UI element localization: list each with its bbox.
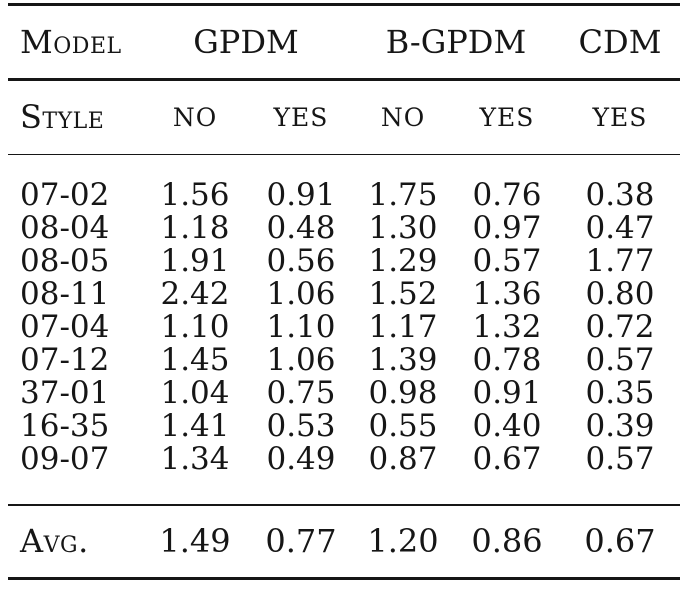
value-cell: 1.36 [472, 276, 542, 312]
value-cell: 0.47 [585, 210, 655, 246]
value-cell: 1.56 [160, 177, 230, 213]
table-row: 08-05 1.91 0.56 1.29 0.57 1.77 [8, 245, 680, 278]
style-id-cell: 08-11 [20, 276, 110, 312]
average-value-cell: 1.49 [159, 522, 231, 560]
bottom-rule [8, 576, 680, 580]
value-cell: 0.56 [266, 243, 336, 279]
average-row: Avg. 1.49 0.77 1.20 0.86 0.67 [8, 506, 680, 577]
value-cell: 0.75 [266, 375, 336, 411]
style-header-label: Style [20, 98, 105, 136]
results-table: Model GPDM B-GPDM CDM Style NO YES NO YE… [0, 3, 686, 592]
style-col-bgpdm-no: NO [380, 102, 426, 132]
value-cell: 1.18 [160, 210, 230, 246]
average-value-cell: 1.20 [367, 522, 439, 560]
table-row: 08-04 1.18 0.48 1.30 0.97 0.47 [8, 212, 680, 245]
model-header-label: Model [20, 22, 122, 61]
value-cell: 0.35 [585, 375, 655, 411]
table-row: 09-07 1.34 0.49 0.87 0.67 0.57 [8, 443, 680, 476]
average-value-cell: 0.77 [265, 522, 337, 560]
value-cell: 0.97 [472, 210, 542, 246]
style-id-cell: 07-12 [20, 342, 110, 378]
style-id-cell: 08-05 [20, 243, 110, 279]
value-cell: 0.78 [472, 342, 542, 378]
average-label: Avg. [20, 522, 89, 560]
style-header-row: Style NO YES NO YES YES [8, 81, 680, 154]
style-id-cell: 09-07 [20, 441, 110, 477]
table-row: 07-12 1.45 1.06 1.39 0.78 0.57 [8, 344, 680, 377]
value-cell: 1.10 [266, 309, 336, 345]
value-cell: 0.53 [266, 408, 336, 444]
table-body: 07-02 1.56 0.91 1.75 0.76 0.38 08-04 1.1… [0, 155, 686, 504]
value-cell: 0.91 [266, 177, 336, 213]
table-row: 08-11 2.42 1.06 1.52 1.36 0.80 [8, 278, 680, 311]
value-cell: 0.38 [585, 177, 655, 213]
value-cell: 1.04 [160, 375, 230, 411]
table-row: 07-04 1.10 1.10 1.17 1.32 0.72 [8, 311, 680, 344]
value-cell: 0.98 [368, 375, 438, 411]
value-cell: 1.91 [160, 243, 230, 279]
style-col-gpdm-yes: YES [273, 102, 329, 132]
table-row: 07-02 1.56 0.91 1.75 0.76 0.38 [8, 179, 680, 212]
style-col-bgpdm-yes: YES [479, 102, 535, 132]
value-cell: 0.80 [585, 276, 655, 312]
value-cell: 1.77 [585, 243, 655, 279]
value-cell: 0.57 [585, 342, 655, 378]
style-col-gpdm-no: NO [172, 102, 218, 132]
value-cell: 0.91 [472, 375, 542, 411]
value-cell: 0.55 [368, 408, 438, 444]
value-cell: 0.87 [368, 441, 438, 477]
average-value-cell: 0.86 [471, 522, 543, 560]
value-cell: 0.72 [585, 309, 655, 345]
style-col-cdm-yes: YES [592, 102, 648, 132]
top-rule [8, 3, 680, 6]
value-cell: 0.49 [266, 441, 336, 477]
value-cell: 1.39 [368, 342, 438, 378]
value-cell: 1.30 [368, 210, 438, 246]
style-id-cell: 16-35 [20, 408, 110, 444]
footer-rule [8, 504, 680, 506]
value-cell: 1.45 [160, 342, 230, 378]
value-cell: 1.34 [160, 441, 230, 477]
value-cell: 1.06 [266, 342, 336, 378]
style-id-cell: 07-02 [20, 177, 110, 213]
value-cell: 1.52 [368, 276, 438, 312]
value-cell: 0.67 [472, 441, 542, 477]
value-cell: 1.10 [160, 309, 230, 345]
column-group-cdm: CDM [578, 22, 662, 61]
value-cell: 1.17 [368, 309, 438, 345]
value-cell: 0.48 [266, 210, 336, 246]
value-cell: 1.41 [160, 408, 230, 444]
average-value-cell: 0.67 [584, 522, 656, 560]
table-row: 16-35 1.41 0.53 0.55 0.40 0.39 [8, 410, 680, 443]
value-cell: 0.57 [585, 441, 655, 477]
value-cell: 0.39 [585, 408, 655, 444]
table-row: 37-01 1.04 0.75 0.98 0.91 0.35 [8, 377, 680, 410]
value-cell: 0.57 [472, 243, 542, 279]
value-cell: 1.06 [266, 276, 336, 312]
header-divider-rule [8, 77, 680, 81]
style-id-cell: 08-04 [20, 210, 110, 246]
style-id-cell: 37-01 [20, 375, 110, 411]
subheader-rule [8, 153, 680, 155]
value-cell: 2.42 [160, 276, 230, 312]
value-cell: 1.32 [472, 309, 542, 345]
value-cell: 0.76 [472, 177, 542, 213]
style-id-cell: 07-04 [20, 309, 110, 345]
value-cell: 1.75 [368, 177, 438, 213]
value-cell: 1.29 [368, 243, 438, 279]
column-group-gpdm: GPDM [193, 22, 299, 61]
column-group-b-gpdm: B-GPDM [385, 22, 527, 61]
model-header-row: Model GPDM B-GPDM CDM [8, 6, 680, 78]
value-cell: 0.40 [472, 408, 542, 444]
